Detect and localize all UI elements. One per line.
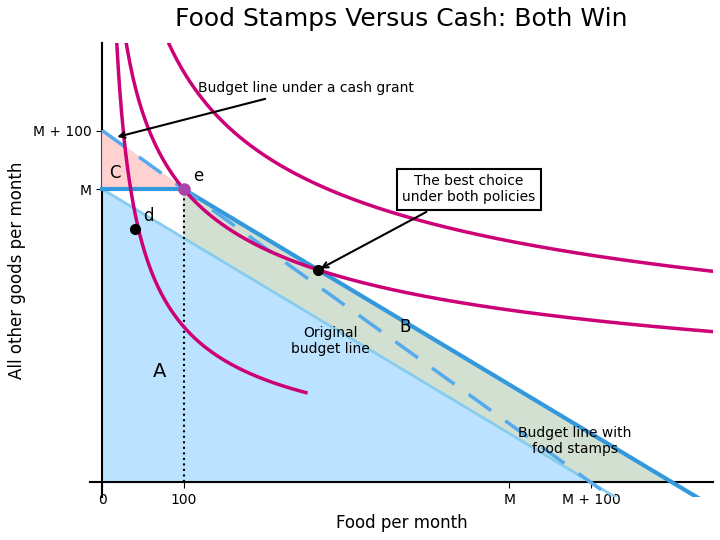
Polygon shape xyxy=(184,189,672,482)
Title: Food Stamps Versus Cash: Both Win: Food Stamps Versus Cash: Both Win xyxy=(176,7,628,31)
Text: d: d xyxy=(143,207,153,225)
Text: B: B xyxy=(400,318,411,336)
Polygon shape xyxy=(102,189,591,482)
Y-axis label: All other goods per month: All other goods per month xyxy=(8,161,26,379)
Text: A: A xyxy=(153,362,166,381)
Text: C: C xyxy=(109,164,120,182)
Text: e: e xyxy=(194,167,204,185)
Text: Budget line with
food stamps: Budget line with food stamps xyxy=(518,426,631,456)
Text: Original
budget line: Original budget line xyxy=(291,326,369,356)
Polygon shape xyxy=(102,131,184,189)
X-axis label: Food per month: Food per month xyxy=(336,514,467,532)
Text: Budget line under a cash grant: Budget line under a cash grant xyxy=(120,82,414,138)
Text: The best choice
under both policies: The best choice under both policies xyxy=(323,174,536,267)
